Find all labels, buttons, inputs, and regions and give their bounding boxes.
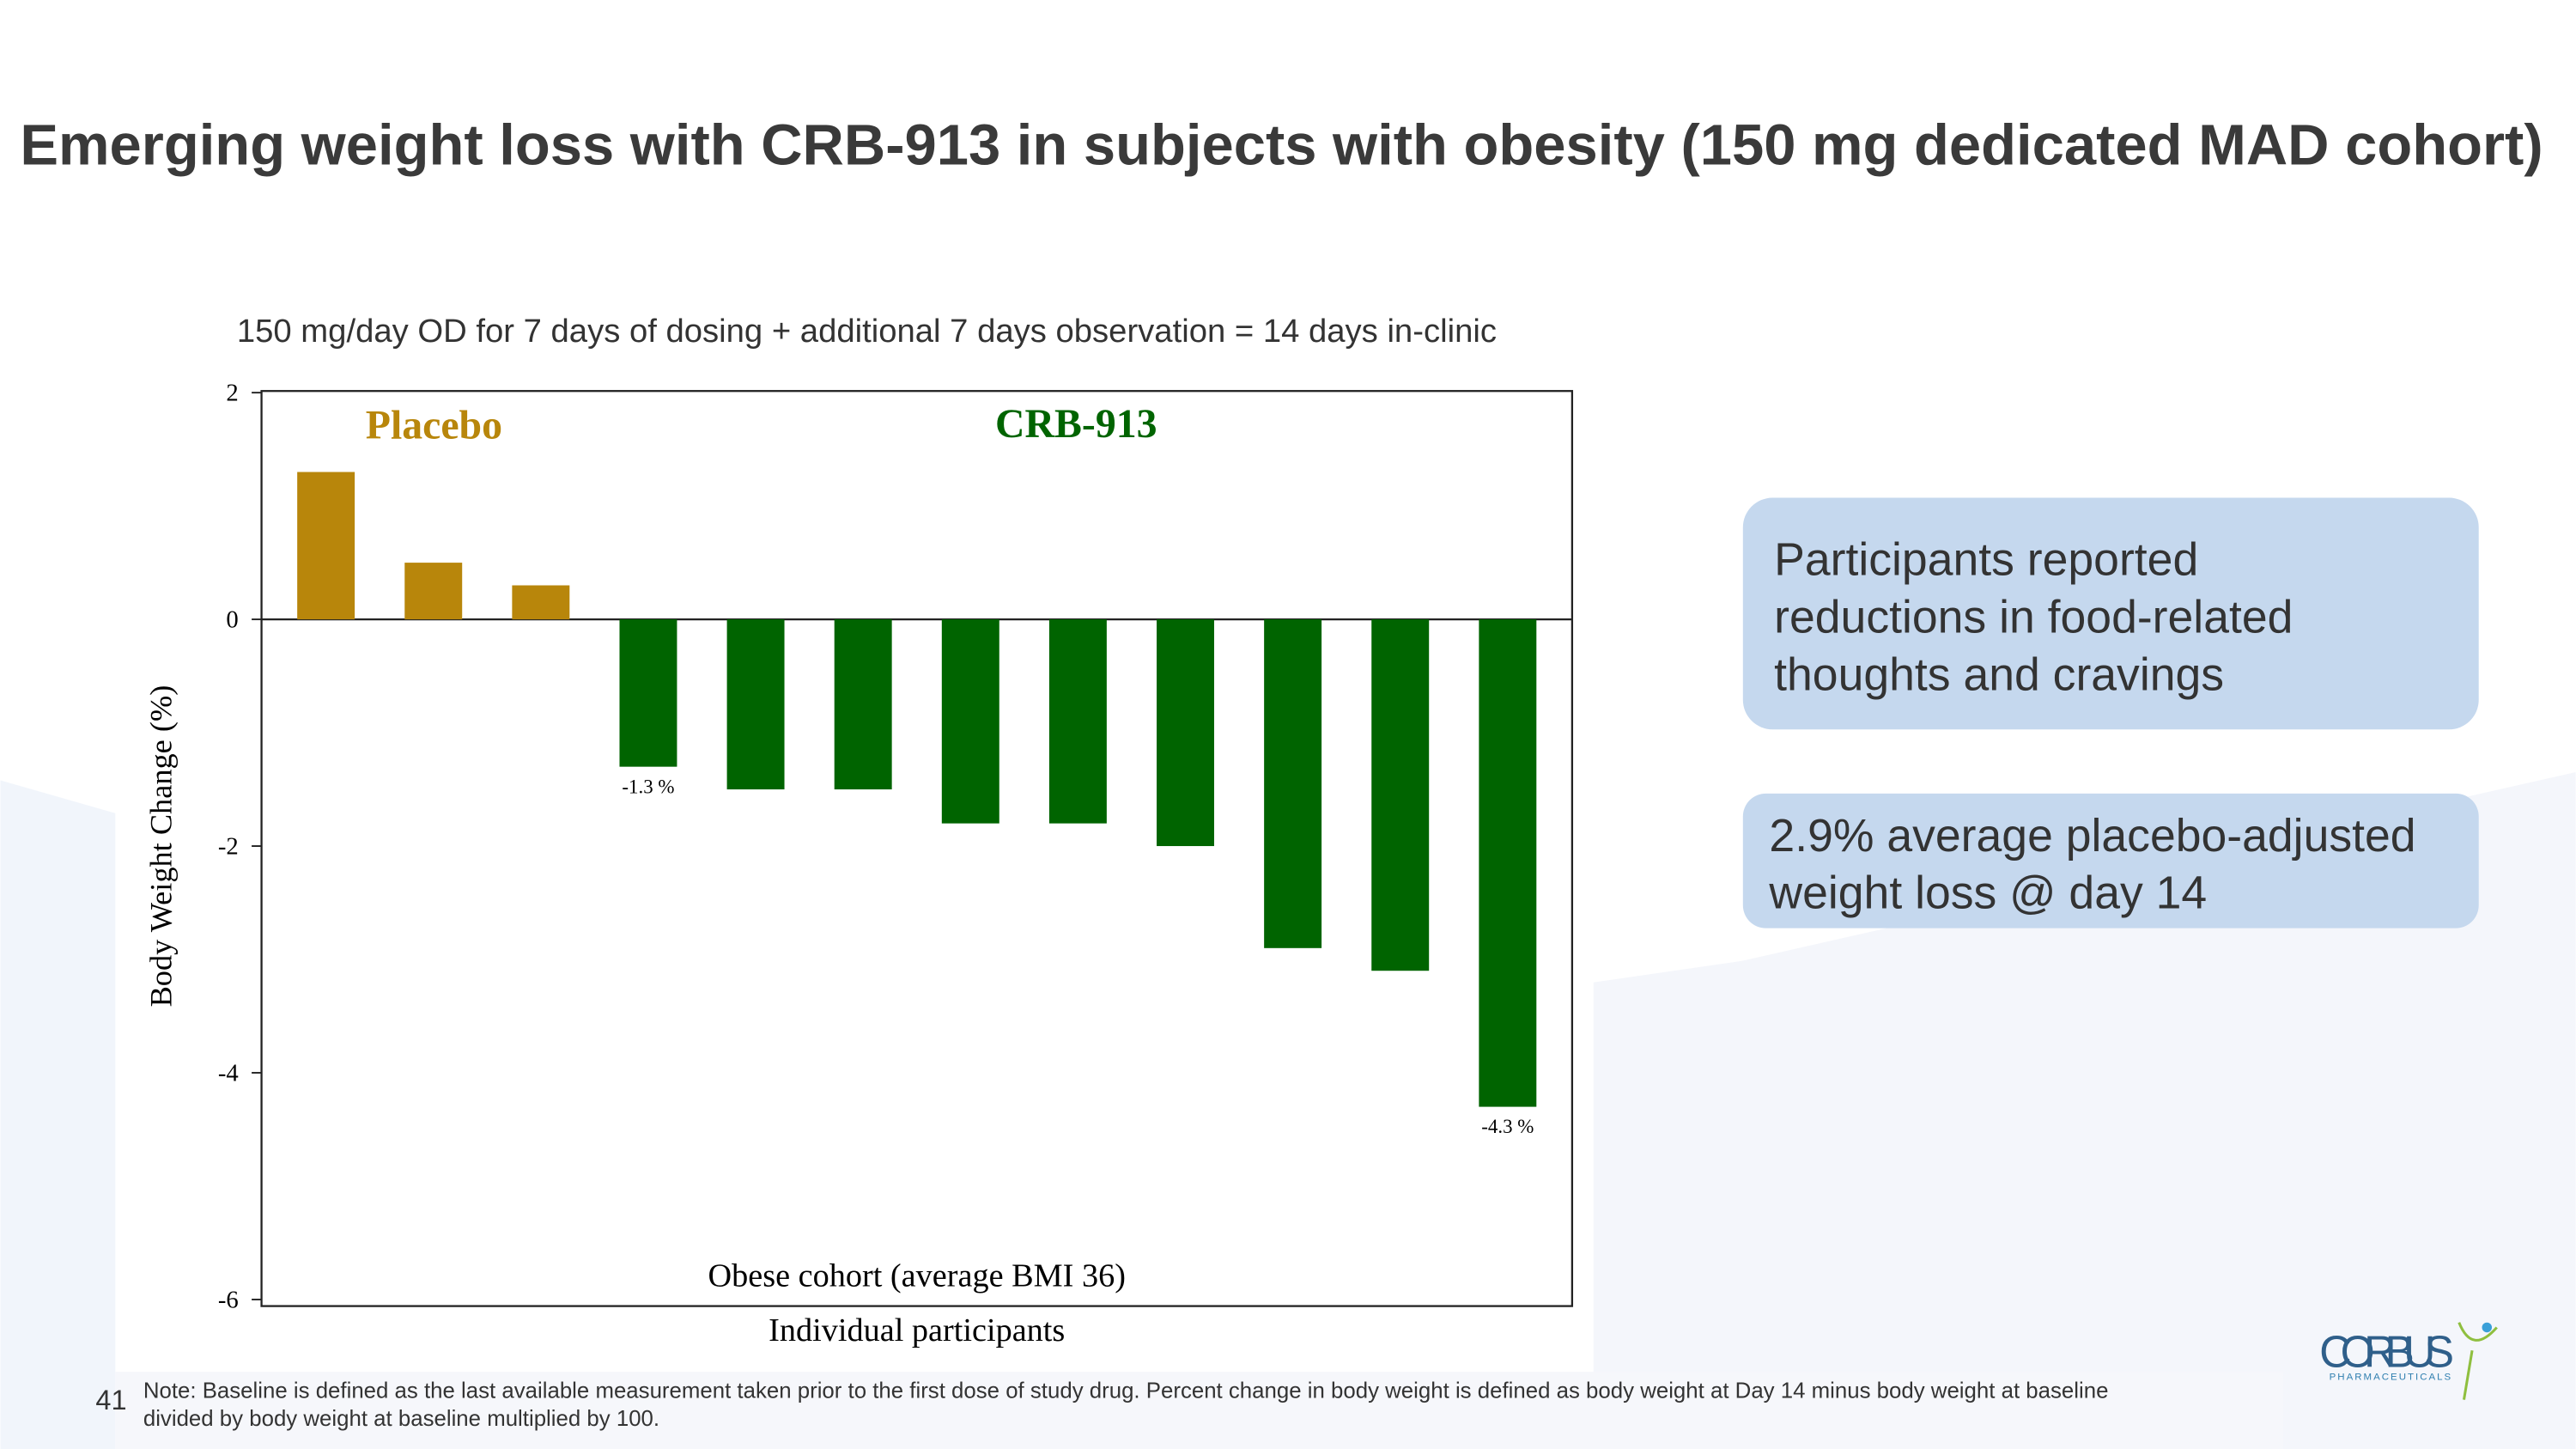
callout-box [1742,793,2479,928]
bar [1264,619,1322,948]
bar [1048,619,1107,824]
logo-mark [2458,1322,2498,1400]
chart-subtitle: 150 mg/day OD for 7 days of dosing + add… [237,313,1497,350]
data-label: -1.3 % [622,776,674,797]
bar [834,619,892,790]
bar [1371,619,1430,971]
callout-text: 2.9% average placebo-adjusted weight los… [1768,811,2428,919]
logo-name: CORBUS [2319,1326,2454,1376]
logo-mark [2482,1322,2493,1333]
footnote: Note: Baseline is defined as the last av… [143,1379,2115,1432]
bg-shape [1593,771,2576,1449]
bar [619,619,677,767]
series-label: Placebo [366,403,502,448]
page-number: 41 [95,1385,126,1416]
bar [941,619,999,824]
bar [1157,619,1214,847]
bar [404,563,463,620]
plot-frame [260,390,1574,1307]
x-axis-label: Individual participants [769,1312,1065,1349]
bar [1479,619,1537,1107]
bg-shape [0,780,116,1449]
series-label: CRB-913 [995,401,1157,447]
callout-box [1742,497,2479,730]
bar [726,619,785,790]
y-axis-label: Body Weight Change (%) [143,685,178,1008]
y-tick-label: -6 [218,1287,239,1314]
bg-shape [115,1372,2284,1449]
logo-tagline: PHARMACEUTICALS [2330,1373,2451,1383]
bar [297,472,355,620]
slide-title: Emerging weight loss with CRB-913 in sub… [20,113,2543,177]
y-tick-label: -4 [218,1060,239,1087]
bar [512,585,570,620]
y-tick-label: 2 [226,380,238,407]
callout-text: Participants reported reductions in food… [1774,534,2306,700]
y-tick-label: 0 [226,606,238,634]
annotation: Obese cohort (average BMI 36) [708,1258,1126,1294]
y-tick-label: -2 [218,833,239,861]
data-label: -4.3 % [1481,1116,1534,1137]
